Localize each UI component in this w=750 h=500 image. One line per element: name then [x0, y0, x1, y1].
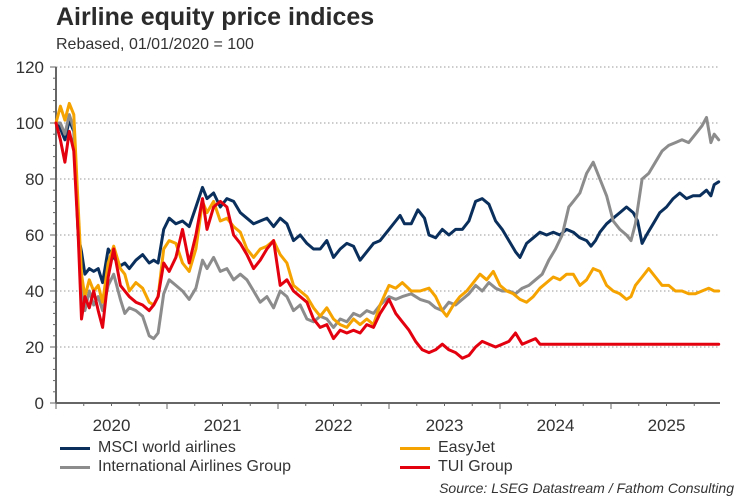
y-tick-label: 120 [16, 58, 44, 77]
legend-label-tui: TUI Group [438, 458, 513, 475]
y-axis: 0 20 40 60 80 100 120 [16, 58, 57, 413]
x-tick-label: 2022 [315, 416, 353, 435]
legend-swatch-tui [400, 465, 430, 469]
legend-swatch-easyjet [400, 446, 430, 450]
y-tick-label: 40 [25, 282, 44, 301]
y-tick-label: 80 [25, 170, 44, 189]
series-line-tui-group [54, 121, 721, 360]
x-tick-label: 2024 [537, 416, 575, 435]
series-line-international-airlines-group [54, 113, 721, 341]
legend-label-iag: International Airlines Group [98, 458, 291, 475]
x-axis: 2020 2021 2022 2023 2024 2025 [55, 402, 720, 435]
legend-item-easyjet: EasyJet [400, 439, 495, 457]
legend-label-easyjet: EasyJet [438, 439, 495, 456]
y-tick-label: 0 [35, 394, 44, 413]
x-tick-label: 2021 [204, 416, 242, 435]
x-tick-label: 2025 [648, 416, 686, 435]
legend-item-iag: International Airlines Group [60, 458, 291, 476]
chart-title: Airline equity price indices [56, 3, 375, 31]
series-lines [54, 101, 721, 360]
series-line-msci-world-airlines [54, 118, 721, 285]
y-tick-label: 60 [25, 226, 44, 245]
series-line-easyjet [54, 101, 721, 329]
legend-swatch-iag [60, 465, 90, 469]
source-note: Source: LSEG Datastream / Fathom Consult… [439, 480, 734, 496]
legend-label-msci: MSCI world airlines [98, 439, 236, 456]
gridlines [56, 66, 720, 348]
x-tick-label: 2020 [93, 416, 131, 435]
chart-subtitle: Rebased, 01/01/2020 = 100 [56, 36, 254, 53]
legend-item-msci: MSCI world airlines [60, 439, 236, 457]
y-tick-label: 100 [16, 114, 44, 133]
legend-item-tui: TUI Group [400, 458, 513, 476]
y-tick-label: 20 [25, 338, 44, 357]
x-tick-label: 2023 [426, 416, 464, 435]
legend-swatch-msci [60, 446, 90, 450]
